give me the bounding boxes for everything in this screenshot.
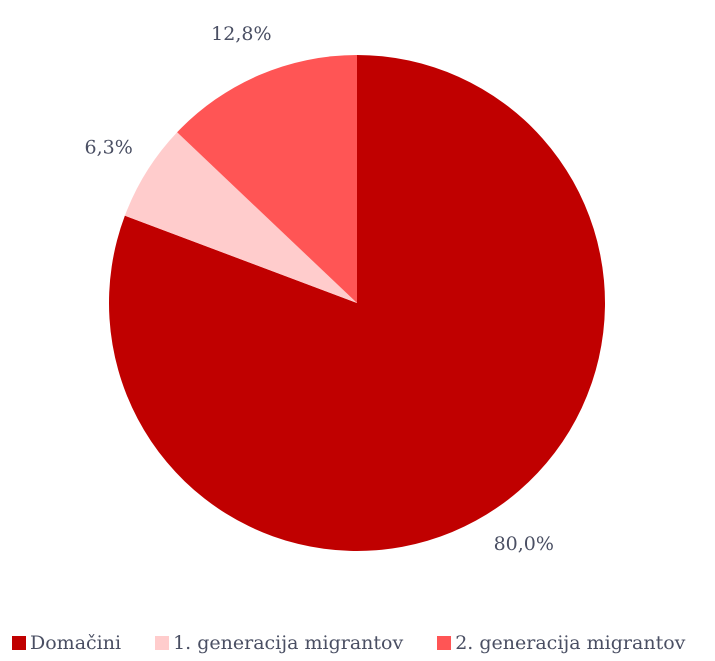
legend-swatch-second-generation bbox=[437, 636, 452, 650]
data-label-second-generation: 12,8% bbox=[211, 23, 271, 45]
legend-label-first-generation: 1. generacija migrantov bbox=[173, 632, 404, 654]
legend-swatch-first-generation bbox=[155, 636, 170, 650]
legend-item-domacini: Domačini bbox=[12, 632, 121, 654]
chart-legend: Domačini 1. generacija migrantov 2. gene… bbox=[12, 630, 712, 656]
data-label-first-generation: 6,3% bbox=[85, 136, 133, 158]
pie-data-labels: 80,0% 6,3% 12,8% bbox=[85, 23, 554, 555]
legend-label-domacini: Domačini bbox=[30, 632, 122, 654]
pie-slice-second-generation bbox=[177, 55, 357, 303]
legend-swatch-domacini bbox=[12, 636, 26, 650]
legend-item-second-generation: 2. generacija migrantov bbox=[437, 632, 685, 654]
legend-item-first-generation: 1. generacija migrantov bbox=[155, 632, 403, 654]
data-label-domacini: 80,0% bbox=[494, 533, 554, 555]
legend-label-second-generation: 2. generacija migrantov bbox=[455, 632, 686, 654]
pie-slice-first-generation bbox=[124, 132, 357, 303]
pie-slices bbox=[108, 55, 605, 551]
